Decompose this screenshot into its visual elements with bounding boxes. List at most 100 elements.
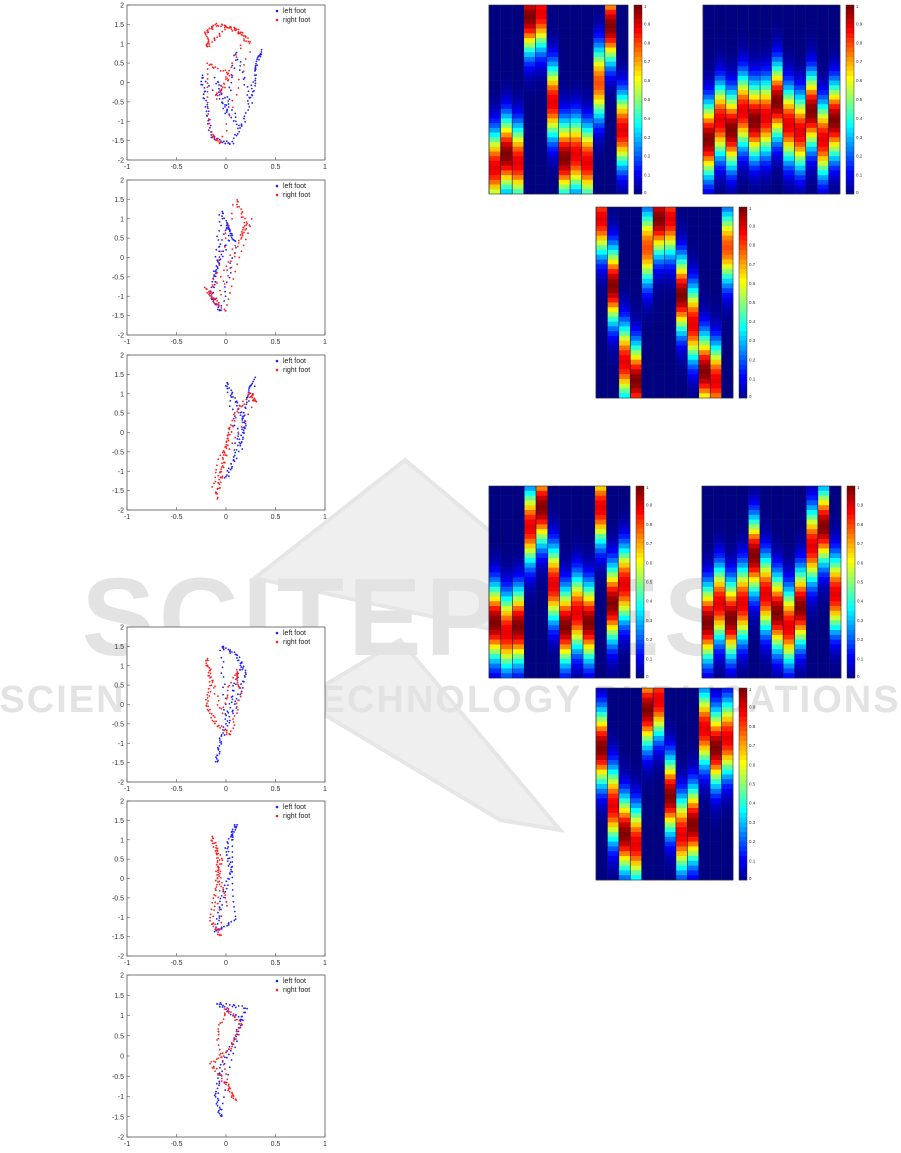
heatmap-cell <box>618 240 631 246</box>
heatmap-cell <box>794 56 807 62</box>
heatmap-cell <box>594 634 607 640</box>
heatmap-cell <box>748 99 761 105</box>
heatmap-cell <box>607 827 620 833</box>
right-foot-point <box>215 870 217 873</box>
heatmap-cell <box>713 658 726 664</box>
colorbar-segment <box>739 736 747 742</box>
left-foot-point <box>234 112 237 115</box>
right-foot-point <box>243 63 245 66</box>
left-foot-point <box>222 726 225 729</box>
heatmap-cell <box>783 644 795 650</box>
heatmap-cell <box>523 28 536 34</box>
heatmap-cell <box>618 649 631 655</box>
heatmap-cell <box>581 175 594 181</box>
colorbar-segment <box>634 61 642 67</box>
right-foot-point <box>236 681 239 684</box>
colorbar-segment <box>634 19 642 25</box>
heatmap-cell <box>710 836 722 842</box>
heatmap-cell <box>675 774 688 780</box>
heatmap-cell <box>828 189 841 195</box>
heatmap-cell <box>806 606 819 612</box>
heatmap-cell <box>817 658 830 664</box>
heatmap-cell <box>500 524 513 530</box>
heatmap-cell <box>618 264 631 270</box>
heatmap-cell <box>748 14 761 20</box>
heatmap-cell <box>759 649 772 655</box>
heatmap-cell <box>583 486 596 492</box>
heatmap-cell <box>828 99 841 105</box>
right-foot-point <box>240 33 243 36</box>
heatmap-cell <box>782 14 795 20</box>
left-foot-point <box>233 1038 236 1041</box>
colorbar-segment <box>739 211 747 217</box>
heatmap-cell <box>571 534 584 540</box>
heatmap-cell <box>558 66 571 72</box>
heatmap-cell <box>698 355 711 361</box>
heatmap-cell <box>559 654 572 660</box>
heatmap-cell <box>489 495 502 501</box>
left-foot-point <box>220 656 223 659</box>
colorbar-tick-label: 0.9 <box>749 705 756 710</box>
heatmap-cell <box>618 639 631 645</box>
heatmap-cell <box>618 856 631 862</box>
heatmap-cell <box>618 812 631 818</box>
heatmap-cell <box>535 165 548 171</box>
heatmap-cell <box>828 104 841 110</box>
heatmap-cell <box>604 104 617 110</box>
heatmap-cell <box>630 292 642 299</box>
heatmap-cell <box>782 151 795 157</box>
heatmap-cell <box>664 393 677 399</box>
colorbar-segment <box>846 75 854 81</box>
heatmap-cell <box>713 505 726 511</box>
heatmap-cell <box>828 127 841 133</box>
heatmap-cell <box>630 875 642 881</box>
heatmap-cell <box>512 524 525 530</box>
left-foot-point <box>227 1053 230 1056</box>
heatmap-cell <box>596 716 608 722</box>
heatmap-cell <box>607 350 620 356</box>
left-foot-point <box>232 684 234 687</box>
y-tick-label: -1.5 <box>112 934 124 941</box>
heatmap-cell <box>794 577 807 583</box>
colorbar-tick-label: 0.6 <box>857 560 864 565</box>
heatmap-cell <box>630 207 642 213</box>
heatmap-cell <box>535 184 548 190</box>
heatmap-cell <box>512 596 525 602</box>
heatmap-cell <box>721 254 734 260</box>
heatmap-cell <box>618 226 631 232</box>
heatmap-cell <box>687 292 700 299</box>
heatmap-cell <box>703 99 715 105</box>
colorbar-segment <box>739 226 747 232</box>
heatmap-cell <box>783 630 795 636</box>
heatmap-cell <box>748 38 761 44</box>
heatmap-cell <box>783 495 795 501</box>
heatmap-cell <box>675 697 688 703</box>
heatmap-cell <box>664 369 677 375</box>
heatmap-cell <box>714 189 727 195</box>
heatmap-cell <box>489 160 501 166</box>
heatmap-cell <box>594 519 607 525</box>
heatmap-cell <box>710 312 722 318</box>
right-foot-point <box>208 27 211 30</box>
left-foot-point <box>221 1061 224 1063</box>
left-foot-point <box>251 90 254 93</box>
left-foot-point <box>218 907 221 909</box>
heatmap-cell <box>607 369 620 375</box>
colorbar-segment <box>634 66 642 72</box>
heatmap-cell <box>546 108 559 114</box>
left-foot-point <box>218 213 221 216</box>
heatmap-cell <box>607 335 620 341</box>
heatmap-cell <box>806 572 819 578</box>
heatmap-cell <box>596 832 608 838</box>
y-tick-label: -1.5 <box>112 138 124 145</box>
heatmap-frame <box>488 485 631 679</box>
heatmap-cell <box>604 80 617 86</box>
left-foot-point <box>216 266 219 268</box>
heatmap-cell <box>593 160 606 166</box>
heatmap-cell <box>607 331 620 337</box>
colorbar-tick-label: 0.9 <box>857 503 864 508</box>
heatmap-cell <box>616 151 629 157</box>
heatmap-cell <box>559 567 572 573</box>
heatmap-cell <box>698 278 711 284</box>
heatmap-cell <box>512 553 525 559</box>
